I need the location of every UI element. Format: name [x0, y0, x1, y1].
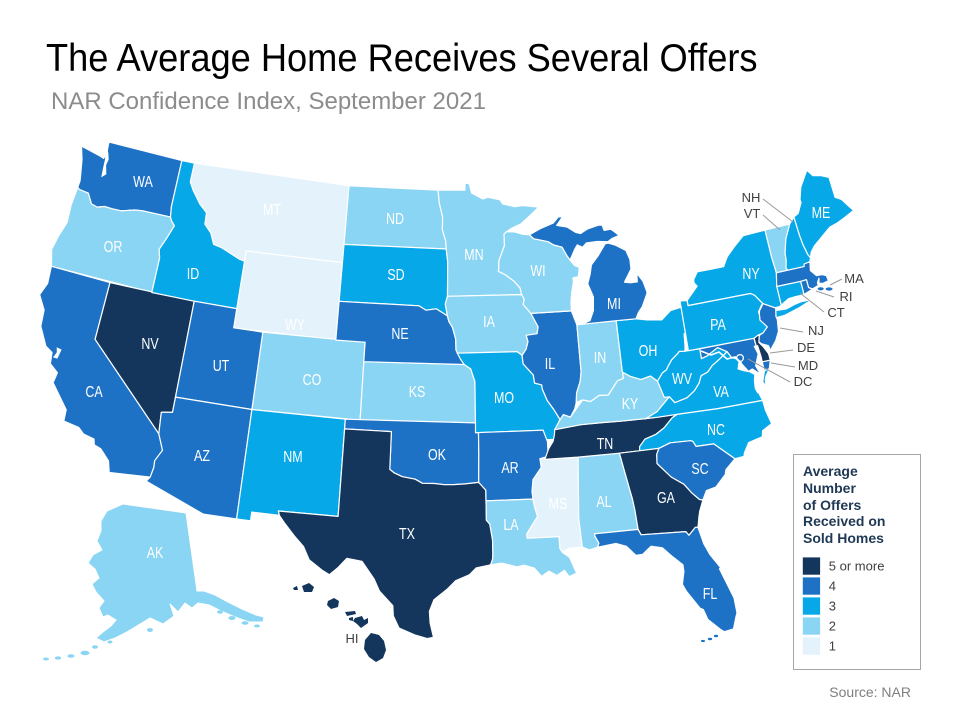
- svg-text:NH: NH: [742, 190, 761, 205]
- svg-text:AL: AL: [596, 494, 611, 511]
- svg-text:NM: NM: [283, 449, 302, 466]
- svg-text:NC: NC: [707, 422, 725, 439]
- svg-text:4: 4: [829, 579, 836, 594]
- svg-text:AR: AR: [501, 460, 518, 477]
- svg-text:of Offers: of Offers: [803, 497, 862, 513]
- svg-text:IN: IN: [594, 350, 607, 367]
- svg-text:WV: WV: [672, 371, 692, 388]
- svg-text:TX: TX: [399, 526, 415, 543]
- svg-text:MI: MI: [607, 296, 621, 313]
- svg-text:DE: DE: [797, 340, 815, 355]
- svg-text:2: 2: [829, 619, 836, 634]
- svg-text:AZ: AZ: [194, 448, 210, 465]
- svg-text:MT: MT: [263, 202, 281, 219]
- svg-text:MD: MD: [798, 358, 818, 373]
- svg-text:KS: KS: [409, 384, 426, 401]
- svg-text:SC: SC: [691, 461, 708, 478]
- svg-text:Average: Average: [803, 463, 858, 479]
- svg-text:NE: NE: [391, 326, 408, 343]
- svg-text:NV: NV: [141, 336, 159, 353]
- svg-text:SD: SD: [387, 267, 404, 284]
- svg-text:MO: MO: [494, 390, 514, 407]
- svg-text:ND: ND: [386, 211, 404, 228]
- svg-text:ME: ME: [812, 205, 831, 222]
- svg-text:OR: OR: [104, 239, 123, 256]
- svg-text:CA: CA: [85, 384, 103, 401]
- svg-text:MA: MA: [844, 271, 864, 286]
- svg-text:WY: WY: [285, 317, 305, 334]
- svg-text:MN: MN: [464, 247, 483, 264]
- svg-text:Number: Number: [803, 480, 856, 496]
- svg-text:VA: VA: [713, 384, 729, 401]
- svg-text:1: 1: [829, 639, 836, 654]
- svg-text:IA: IA: [483, 314, 495, 331]
- svg-text:Sold Homes: Sold Homes: [803, 530, 884, 546]
- svg-text:VT: VT: [744, 206, 761, 221]
- svg-text:OK: OK: [428, 447, 446, 464]
- svg-text:GA: GA: [657, 490, 675, 507]
- svg-text:OH: OH: [639, 343, 658, 360]
- svg-text:CO: CO: [303, 372, 322, 389]
- svg-text:WI: WI: [530, 263, 545, 280]
- svg-text:Received on: Received on: [803, 513, 885, 529]
- svg-text:3: 3: [829, 599, 836, 614]
- svg-text:ID: ID: [187, 266, 200, 283]
- svg-text:CT: CT: [827, 305, 844, 320]
- svg-text:IL: IL: [545, 356, 555, 373]
- svg-text:KY: KY: [622, 396, 639, 413]
- svg-text:5 or more: 5 or more: [829, 559, 885, 574]
- svg-text:FL: FL: [703, 586, 718, 603]
- svg-text:MS: MS: [549, 496, 568, 513]
- svg-text:DC: DC: [794, 374, 813, 389]
- svg-text:HI: HI: [346, 631, 359, 646]
- svg-text:UT: UT: [213, 358, 230, 375]
- svg-text:TN: TN: [597, 436, 614, 453]
- svg-text:WA: WA: [133, 174, 153, 191]
- svg-text:LA: LA: [503, 517, 519, 534]
- svg-text:AK: AK: [147, 545, 164, 562]
- svg-text:NJ: NJ: [808, 323, 824, 338]
- svg-text:RI: RI: [840, 289, 853, 304]
- svg-text:NY: NY: [742, 266, 760, 283]
- svg-text:PA: PA: [710, 317, 726, 334]
